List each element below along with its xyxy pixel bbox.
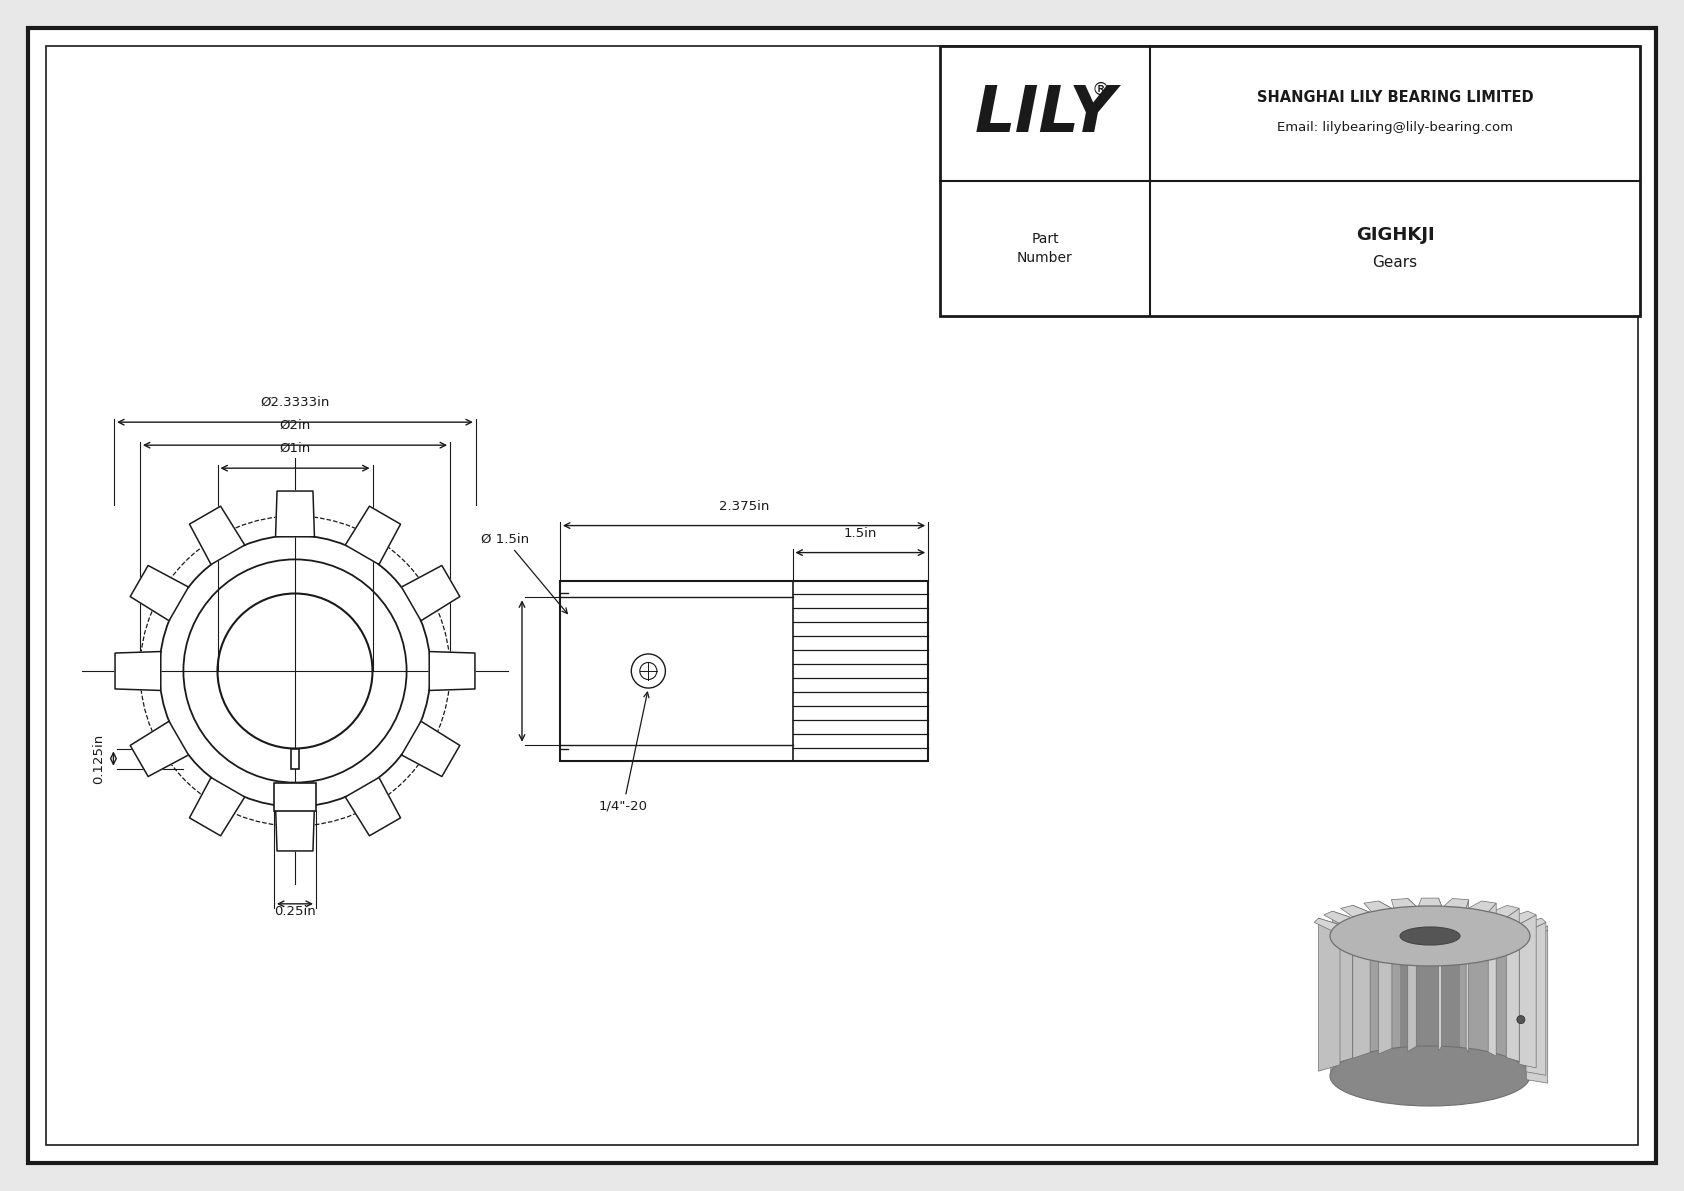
Text: 0.125in: 0.125in (93, 734, 104, 784)
Polygon shape (190, 506, 244, 565)
Circle shape (1517, 1016, 1526, 1023)
Polygon shape (115, 651, 160, 691)
Bar (561, 580, 928, 761)
Ellipse shape (1330, 1046, 1531, 1106)
Polygon shape (1391, 898, 1416, 909)
Polygon shape (276, 805, 315, 850)
Polygon shape (345, 506, 401, 565)
Polygon shape (1526, 930, 1548, 1083)
Polygon shape (1324, 911, 1352, 924)
Text: ®: ® (1091, 81, 1110, 99)
Polygon shape (276, 491, 315, 537)
Text: Ø1in: Ø1in (280, 442, 310, 455)
Text: Gears: Gears (1372, 255, 1418, 270)
Polygon shape (1408, 898, 1416, 1052)
Polygon shape (1526, 922, 1546, 1075)
Text: LILY: LILY (975, 82, 1116, 144)
Polygon shape (1519, 915, 1536, 1068)
Polygon shape (1443, 898, 1468, 909)
Bar (1399, 936, 1460, 1075)
Polygon shape (1340, 905, 1371, 917)
Polygon shape (1418, 898, 1442, 906)
Polygon shape (130, 722, 189, 777)
Polygon shape (190, 778, 244, 836)
Polygon shape (429, 651, 475, 691)
Polygon shape (1505, 909, 1519, 1061)
Polygon shape (401, 566, 460, 621)
Polygon shape (130, 566, 189, 621)
Polygon shape (1379, 902, 1393, 1054)
Polygon shape (1332, 911, 1352, 1065)
Polygon shape (401, 722, 460, 777)
Polygon shape (1438, 898, 1442, 1052)
Polygon shape (345, 778, 401, 836)
Text: SHANGHAI LILY BEARING LIMITED: SHANGHAI LILY BEARING LIMITED (1256, 91, 1534, 105)
Polygon shape (1489, 903, 1495, 1056)
Polygon shape (1364, 902, 1393, 912)
Text: 2.375in: 2.375in (719, 499, 770, 512)
Polygon shape (1521, 918, 1546, 931)
Text: 1/4"-20: 1/4"-20 (600, 692, 648, 812)
Polygon shape (1352, 905, 1371, 1059)
Bar (274, 782, 317, 811)
Polygon shape (1507, 911, 1536, 924)
Text: Ø2.3333in: Ø2.3333in (261, 397, 330, 410)
Text: Email: lilybearing@lily-bearing.com: Email: lilybearing@lily-bearing.com (1276, 121, 1512, 135)
Polygon shape (1490, 905, 1519, 917)
Circle shape (217, 593, 372, 748)
Polygon shape (1526, 925, 1548, 940)
Ellipse shape (1399, 927, 1460, 944)
Polygon shape (1319, 918, 1340, 1071)
Text: GIGHKJI: GIGHKJI (1356, 225, 1435, 243)
Text: 0.25in: 0.25in (274, 905, 317, 918)
Polygon shape (1314, 918, 1340, 931)
Text: Ø2in: Ø2in (280, 419, 310, 432)
Polygon shape (1467, 899, 1468, 1053)
Ellipse shape (1330, 906, 1531, 966)
Bar (291, 748, 300, 768)
Bar (940, 46, 1640, 316)
Bar (1330, 936, 1531, 1075)
Polygon shape (1468, 902, 1495, 912)
Text: 1.5in: 1.5in (844, 526, 877, 540)
Text: Ø 1.5in: Ø 1.5in (482, 532, 568, 613)
Text: Part
Number: Part Number (1017, 232, 1073, 266)
